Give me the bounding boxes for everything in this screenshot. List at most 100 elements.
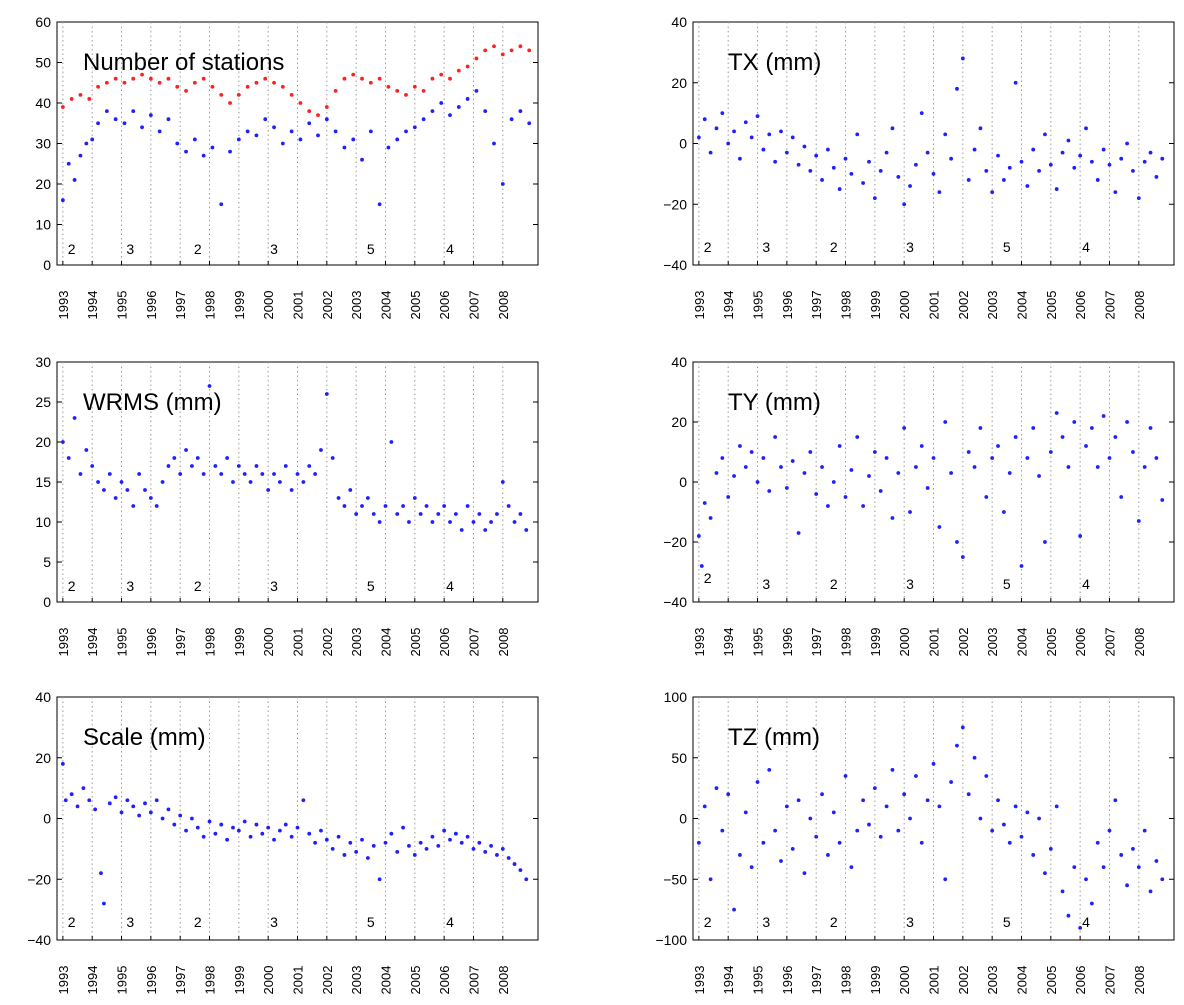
annotation-label: 2 <box>830 576 838 592</box>
data-point <box>1031 147 1036 152</box>
data-point <box>301 798 306 803</box>
data-point <box>902 792 907 797</box>
data-point <box>404 93 408 97</box>
data-point <box>242 819 247 824</box>
data-point <box>960 56 965 61</box>
data-point <box>192 137 197 142</box>
data-point <box>1066 913 1071 918</box>
data-point <box>119 810 124 815</box>
data-point <box>872 786 877 791</box>
y-tick-label: 40 <box>671 14 687 30</box>
data-point <box>506 856 511 860</box>
data-point <box>166 464 171 468</box>
data-point <box>143 488 147 492</box>
data-point <box>966 450 971 454</box>
data-point <box>122 80 127 85</box>
data-point <box>878 168 883 173</box>
data-point <box>831 810 836 815</box>
x-tick-label: 2002 <box>320 628 335 657</box>
data-point <box>383 840 388 845</box>
x-tick-label: 2008 <box>1132 628 1147 657</box>
data-point <box>1119 853 1124 857</box>
data-point <box>424 846 429 851</box>
data-point <box>714 786 719 791</box>
data-point <box>448 520 452 524</box>
data-point <box>272 837 276 842</box>
data-point <box>412 853 417 857</box>
x-tick-label: 1994 <box>721 966 736 995</box>
x-tick-label: 1997 <box>173 628 188 657</box>
data-point <box>767 489 772 493</box>
data-point <box>201 472 206 476</box>
x-tick-label: 2006 <box>437 291 452 320</box>
data-point <box>1119 495 1124 499</box>
x-tick-label: 2008 <box>496 291 511 320</box>
data-point <box>102 901 106 906</box>
data-point <box>1101 147 1106 152</box>
x-tick-label: 1997 <box>173 291 188 320</box>
data-point <box>990 190 995 195</box>
annotation-label: 3 <box>762 914 770 930</box>
data-point <box>902 202 907 207</box>
data-point <box>1054 187 1059 191</box>
data-point <box>1107 456 1112 460</box>
x-tick-label: 1998 <box>203 291 218 320</box>
data-point <box>972 465 977 469</box>
data-point <box>93 807 98 812</box>
data-point <box>60 105 65 109</box>
data-point <box>201 153 206 158</box>
data-point <box>260 831 265 836</box>
data-point <box>348 840 353 845</box>
x-tick-label: 1999 <box>232 291 247 320</box>
data-point <box>1072 165 1077 170</box>
annotation-label: 3 <box>906 576 914 592</box>
data-point <box>732 129 736 134</box>
data-point <box>298 101 303 105</box>
data-point <box>1007 840 1012 845</box>
x-tick-label: 2005 <box>408 291 423 320</box>
data-point <box>280 141 285 146</box>
x-tick-label: 2002 <box>320 966 335 995</box>
series-0 <box>60 384 529 532</box>
data-point <box>236 828 241 833</box>
data-point <box>837 444 842 448</box>
data-point <box>213 831 218 836</box>
data-point <box>1001 178 1006 182</box>
data-point <box>231 480 235 484</box>
data-point <box>266 825 271 830</box>
data-point <box>931 456 936 460</box>
annotation-label: 4 <box>1082 914 1090 930</box>
data-point <box>401 825 405 830</box>
data-point <box>166 76 171 81</box>
annotation-label: 3 <box>270 241 278 257</box>
data-point <box>960 555 965 559</box>
panel-scale: 1993 1994 1995 1996 1997 1998 1999 2000 2001 2002… <box>27 689 539 995</box>
y-tick-label: 0 <box>43 257 51 273</box>
data-point <box>826 853 830 857</box>
data-point <box>1013 804 1018 809</box>
data-point <box>808 816 813 821</box>
x-tick-label: 1999 <box>868 291 883 320</box>
data-point <box>790 135 795 140</box>
data-point <box>448 837 452 842</box>
x-tick-label: 1998 <box>203 628 218 657</box>
x-tick-label: 2004 <box>1014 291 1029 320</box>
data-point <box>1078 925 1083 930</box>
data-point <box>148 76 153 81</box>
data-point <box>289 129 294 134</box>
data-point <box>412 84 417 89</box>
y-tick-label: −20 <box>27 871 51 887</box>
data-point <box>820 792 824 797</box>
annotation-label: 2 <box>68 241 76 257</box>
data-point <box>333 129 338 134</box>
data-point <box>943 420 948 424</box>
data-point <box>477 840 482 845</box>
x-tick-label: 2004 <box>378 628 393 657</box>
x-tick-label: 2001 <box>927 966 942 995</box>
x-tick-label: 1995 <box>751 291 766 320</box>
data-point <box>360 76 364 81</box>
data-point <box>283 464 288 468</box>
x-tick-label: 2005 <box>1044 291 1059 320</box>
data-point <box>738 444 742 448</box>
data-point <box>524 528 529 532</box>
